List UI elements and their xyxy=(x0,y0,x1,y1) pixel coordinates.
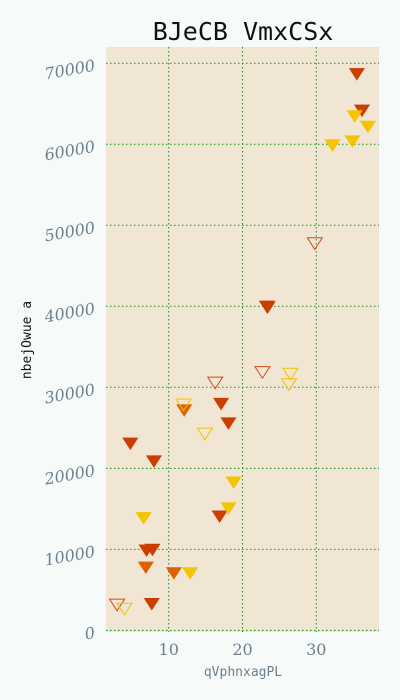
data-point xyxy=(346,110,363,123)
data-point xyxy=(206,376,224,390)
x-tick-label: 10 xyxy=(159,640,179,659)
data-point xyxy=(344,135,361,148)
chart-title: BJeCB VmxCSx xyxy=(153,17,334,46)
data-point xyxy=(282,367,299,381)
x-axis-label: qVphnxagPL xyxy=(204,665,282,680)
data-point xyxy=(122,437,139,451)
data-point xyxy=(259,301,276,314)
data-point xyxy=(359,120,376,134)
data-point xyxy=(280,378,298,392)
data-points xyxy=(108,68,376,616)
data-point xyxy=(175,398,192,412)
x-tick-labels: 10 20 30 xyxy=(159,640,327,659)
x-tick-label: 20 xyxy=(232,640,252,659)
data-point xyxy=(182,567,199,580)
data-point xyxy=(144,543,161,557)
data-point xyxy=(143,598,160,611)
data-point xyxy=(211,510,228,524)
data-point xyxy=(145,455,163,468)
data-point xyxy=(165,567,182,580)
plot-area xyxy=(106,47,379,632)
y-tick-label: 0 xyxy=(83,623,96,643)
data-point xyxy=(348,68,365,81)
y-axis-label: nbejOwue a xyxy=(20,301,35,379)
data-point xyxy=(135,512,152,525)
data-point xyxy=(213,397,230,411)
data-point xyxy=(220,417,237,430)
x-tick-label: 30 xyxy=(306,640,326,659)
data-point xyxy=(108,598,126,612)
grid-lines xyxy=(106,47,379,632)
data-point xyxy=(306,237,324,251)
data-point xyxy=(176,404,193,417)
data-point xyxy=(196,427,214,441)
data-point xyxy=(116,602,133,616)
data-point xyxy=(254,366,271,380)
data-point xyxy=(324,139,341,152)
data-point xyxy=(220,502,237,515)
data-point xyxy=(225,476,242,489)
data-point xyxy=(137,561,154,575)
